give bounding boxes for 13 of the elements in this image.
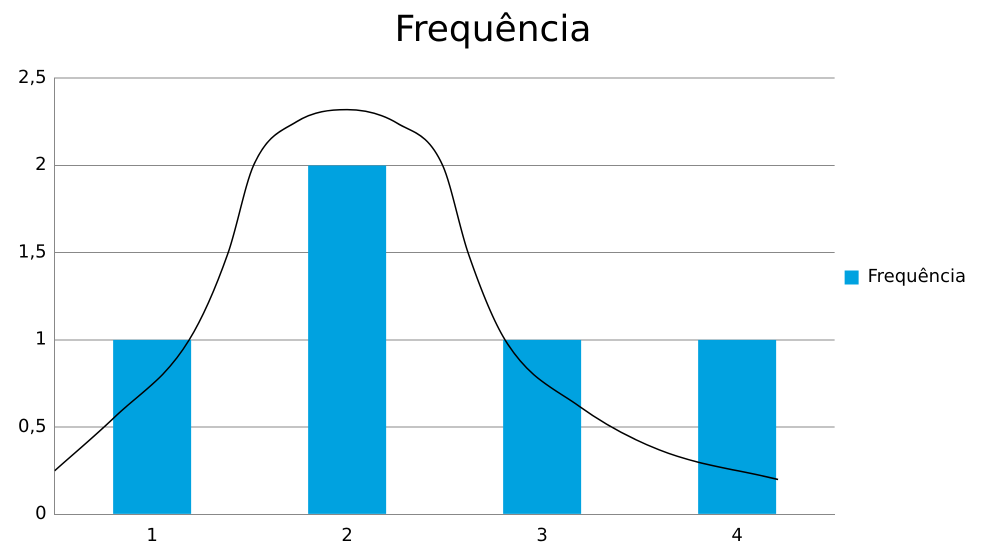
y-tick-label: 1: [35, 328, 47, 350]
y-tick-label: 1,5: [18, 241, 47, 262]
legend-label: Frequência: [868, 266, 966, 288]
y-tick-label: 0: [35, 503, 47, 524]
y-tick-label: 2: [35, 154, 47, 176]
x-tick-label: 1: [146, 524, 158, 546]
x-tick-label: 4: [731, 524, 743, 546]
y-tick-label: 0,5: [18, 416, 47, 437]
line-series: [54, 108, 779, 480]
chart-title: Frequência: [394, 8, 592, 50]
x-tick-label: 2: [341, 524, 353, 546]
x-tick-label: 3: [536, 524, 548, 546]
y-tick-label: 2,5: [18, 66, 47, 88]
